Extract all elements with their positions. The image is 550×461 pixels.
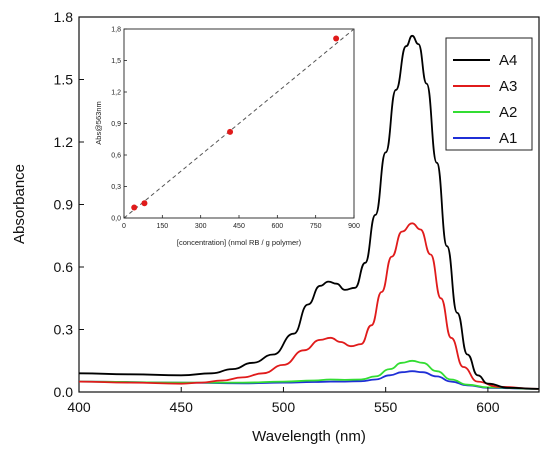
y-tick-label: 1.2 bbox=[54, 134, 74, 150]
main-y-axis-ticks: 0.0 0.3 0.6 0.9 1.2 1.5 1.8 bbox=[54, 9, 84, 400]
y-tick-label: 0.6 bbox=[54, 259, 74, 275]
legend-label-a1: A1 bbox=[499, 130, 517, 147]
data-point bbox=[227, 128, 234, 135]
inset-y-tick-label: 1,5 bbox=[111, 58, 121, 65]
main-x-axis-title: Wavelength (nm) bbox=[252, 428, 366, 445]
inset-y-tick-label: 0,0 bbox=[111, 216, 121, 223]
y-tick-label: 1.8 bbox=[54, 9, 74, 25]
inset-chart: 0 150 300 450 600 750 900 0,0 0,3 0,6 0,9 1,2 1,5 1,… bbox=[94, 27, 360, 248]
legend-label-a2: A2 bbox=[499, 104, 517, 121]
series-line-a4 bbox=[78, 34, 540, 390]
main-series-lines bbox=[78, 34, 540, 390]
series-line-a2 bbox=[78, 359, 540, 390]
y-tick-label: 0.0 bbox=[54, 384, 74, 400]
inset-x-axis-title: [concentration] (nmol RB / g polymer) bbox=[177, 238, 302, 247]
fit-line bbox=[123, 28, 355, 219]
legend: A4 A3 A2 A1 bbox=[445, 37, 533, 151]
data-point bbox=[131, 204, 138, 211]
x-tick-label: 400 bbox=[67, 399, 91, 415]
inset-y-tick-label: 1,2 bbox=[111, 90, 121, 97]
inset-y-tick-label: 0,9 bbox=[111, 121, 121, 128]
legend-label-a3: A3 bbox=[499, 78, 517, 95]
data-point bbox=[333, 35, 340, 42]
inset-x-tick-label: 450 bbox=[233, 223, 245, 230]
y-tick-label: 0.3 bbox=[54, 322, 74, 338]
x-tick-label: 550 bbox=[374, 399, 398, 415]
main-y-axis-title: Absorbance bbox=[11, 164, 28, 244]
inset-y-tick-label: 0,6 bbox=[111, 153, 121, 160]
inset-y-axis-ticks: 0,0 0,3 0,6 0,9 1,2 1,5 1,8 bbox=[111, 27, 127, 223]
main-x-axis-ticks: 400 450 500 550 600 bbox=[67, 387, 500, 415]
inset-y-tick-label: 0,3 bbox=[111, 184, 121, 191]
inset-x-tick-label: 300 bbox=[195, 223, 207, 230]
inset-x-tick-label: 0 bbox=[122, 223, 126, 230]
inset-y-axis-title: Abs@563nm bbox=[94, 101, 103, 144]
legend-box bbox=[445, 37, 533, 151]
inset-y-tick-label: 1,8 bbox=[111, 27, 121, 34]
data-point bbox=[141, 200, 148, 207]
y-tick-label: 0.9 bbox=[54, 197, 74, 213]
x-tick-label: 600 bbox=[476, 399, 500, 415]
x-tick-label: 450 bbox=[170, 399, 194, 415]
inset-fit-line bbox=[123, 28, 355, 219]
inset-x-tick-label: 600 bbox=[271, 223, 283, 230]
legend-label-a4: A4 bbox=[499, 52, 517, 69]
inset-x-axis-ticks: 0 150 300 450 600 750 900 bbox=[122, 215, 360, 230]
inset-data-points bbox=[131, 35, 340, 211]
y-tick-label: 1.5 bbox=[54, 72, 74, 88]
inset-x-tick-label: 150 bbox=[156, 223, 168, 230]
x-tick-label: 500 bbox=[272, 399, 296, 415]
series-line-a3 bbox=[78, 222, 540, 390]
inset-x-tick-label: 900 bbox=[348, 223, 360, 230]
inset-x-tick-label: 750 bbox=[310, 223, 322, 230]
